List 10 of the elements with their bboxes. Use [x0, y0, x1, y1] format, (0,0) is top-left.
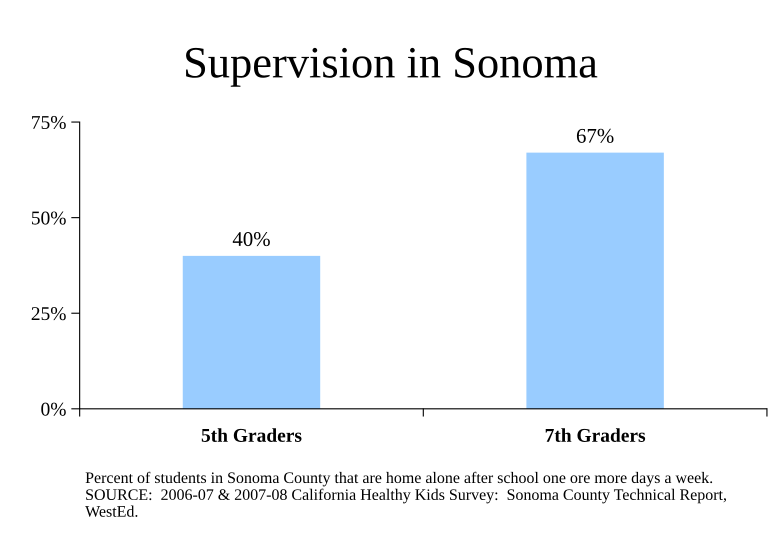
x-tick-label: 7th Graders: [546, 428, 646, 442]
data-label: 40%: [232, 232, 270, 246]
y-tick-label: 0%: [41, 402, 66, 416]
y-tick-label: 50%: [32, 211, 66, 225]
data-label: 67%: [576, 128, 614, 143]
chart-title: Supervision in Sonoma: [186, 48, 598, 87]
text: Percent of students in Sonoma County that are home alone after school one ore more days a week. SOURCE: 2006-07 & 2007-08 California Healthy Kids Survey: Sonoma County Technical Report, WestEd.: [85, 472, 726, 517]
y-tick-label: 25%: [32, 307, 66, 320]
y-tick-label: 75%: [32, 116, 66, 130]
x-tick-label: 5th Graders: [202, 428, 302, 442]
